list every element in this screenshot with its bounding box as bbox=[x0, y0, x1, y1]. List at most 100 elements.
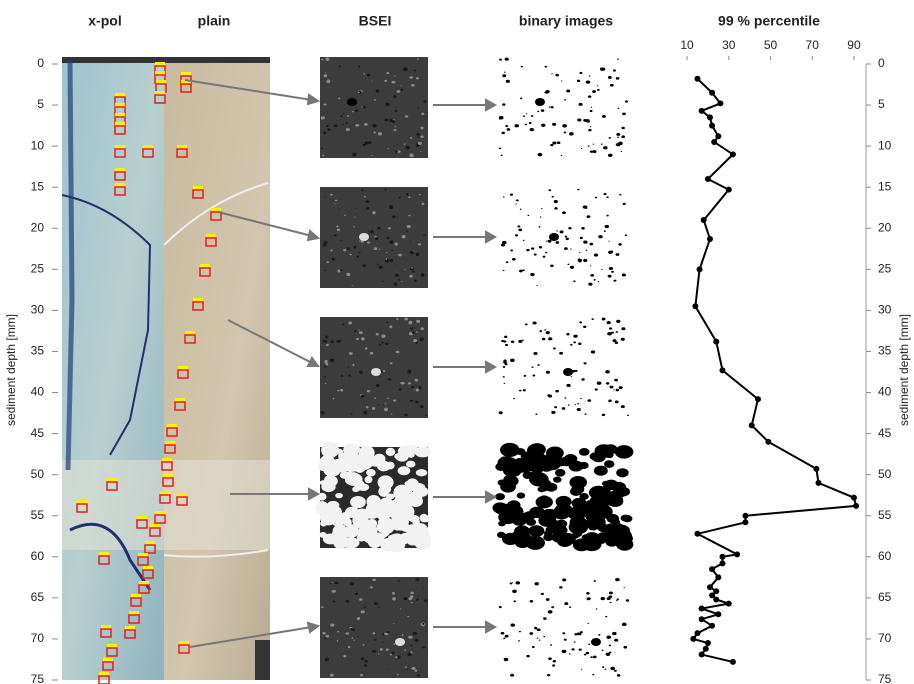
grain bbox=[416, 320, 420, 323]
grain bbox=[543, 256, 546, 258]
data-point bbox=[715, 611, 721, 617]
grain bbox=[570, 266, 574, 269]
grain bbox=[417, 108, 419, 109]
grain bbox=[579, 448, 590, 456]
grain bbox=[532, 321, 536, 324]
grain bbox=[499, 116, 504, 119]
grain bbox=[386, 448, 396, 456]
grain bbox=[512, 590, 517, 593]
grain bbox=[583, 119, 587, 122]
grain bbox=[504, 506, 518, 516]
grain bbox=[590, 110, 593, 112]
grain bbox=[416, 388, 419, 391]
data-point bbox=[692, 303, 698, 309]
grain bbox=[547, 452, 562, 463]
grain bbox=[564, 131, 567, 133]
grain bbox=[400, 608, 402, 609]
grain bbox=[555, 241, 559, 244]
grain bbox=[613, 339, 617, 342]
grain bbox=[538, 226, 540, 227]
grain bbox=[520, 209, 522, 210]
grain bbox=[340, 269, 342, 271]
grain bbox=[423, 234, 425, 236]
grain bbox=[546, 331, 550, 334]
grain bbox=[349, 254, 352, 256]
grain bbox=[410, 327, 413, 329]
grain bbox=[615, 400, 619, 403]
grain bbox=[584, 413, 586, 414]
grain bbox=[381, 281, 383, 282]
grain bbox=[410, 595, 413, 598]
y-tick-label: 55 bbox=[31, 508, 45, 522]
grain bbox=[319, 532, 327, 538]
grain bbox=[365, 476, 373, 483]
y-tick-label: 35 bbox=[878, 344, 892, 358]
grain bbox=[504, 383, 506, 384]
grain bbox=[571, 376, 572, 377]
grain bbox=[569, 520, 588, 534]
grain bbox=[321, 116, 325, 119]
data-point bbox=[699, 652, 705, 658]
grain bbox=[324, 366, 326, 368]
grain bbox=[410, 251, 414, 254]
data-point bbox=[699, 606, 705, 612]
grain bbox=[613, 69, 616, 71]
data-point bbox=[707, 584, 713, 590]
grain bbox=[545, 252, 547, 254]
chart-title: 99 % percentile bbox=[718, 13, 820, 29]
grain bbox=[502, 241, 507, 244]
grain bbox=[518, 340, 522, 343]
grain bbox=[535, 98, 545, 106]
y-tick-label: 75 bbox=[878, 672, 892, 684]
grain bbox=[416, 469, 427, 476]
data-point bbox=[765, 439, 771, 445]
grain bbox=[365, 200, 369, 202]
grain bbox=[377, 227, 380, 229]
grain bbox=[416, 253, 420, 256]
grain bbox=[392, 215, 395, 218]
grain bbox=[359, 371, 363, 374]
grain bbox=[589, 75, 591, 76]
grain bbox=[365, 347, 368, 349]
grain bbox=[536, 285, 537, 286]
grain bbox=[553, 477, 562, 483]
grain bbox=[551, 73, 553, 74]
grain bbox=[321, 411, 325, 414]
grain bbox=[558, 461, 565, 466]
grain bbox=[398, 453, 405, 460]
grain bbox=[392, 597, 396, 600]
grain bbox=[594, 466, 608, 476]
grain bbox=[621, 151, 623, 152]
grain bbox=[353, 478, 363, 485]
grain bbox=[413, 339, 417, 342]
grain bbox=[406, 146, 410, 150]
grain bbox=[522, 269, 525, 271]
grain bbox=[391, 81, 395, 84]
grain bbox=[411, 84, 414, 87]
grain bbox=[512, 258, 516, 261]
grain bbox=[605, 370, 610, 373]
grain bbox=[531, 115, 534, 117]
grain bbox=[363, 411, 367, 415]
grain bbox=[609, 386, 613, 389]
grain bbox=[525, 323, 528, 325]
grain bbox=[520, 513, 531, 521]
grain bbox=[606, 382, 609, 385]
grain bbox=[324, 340, 327, 343]
grain bbox=[385, 403, 387, 404]
grain bbox=[358, 329, 360, 330]
grain bbox=[543, 534, 553, 541]
grain bbox=[520, 98, 522, 100]
grain bbox=[551, 411, 555, 414]
grain bbox=[374, 639, 377, 641]
grain bbox=[414, 70, 417, 72]
binary-image bbox=[498, 187, 630, 288]
y-tick-label: 70 bbox=[31, 631, 45, 645]
grain bbox=[608, 76, 612, 79]
grain bbox=[586, 80, 590, 83]
grain bbox=[613, 389, 614, 390]
panel-label: binary images bbox=[519, 13, 613, 29]
grain bbox=[617, 674, 621, 677]
grain bbox=[564, 99, 566, 100]
core-image bbox=[62, 57, 270, 684]
